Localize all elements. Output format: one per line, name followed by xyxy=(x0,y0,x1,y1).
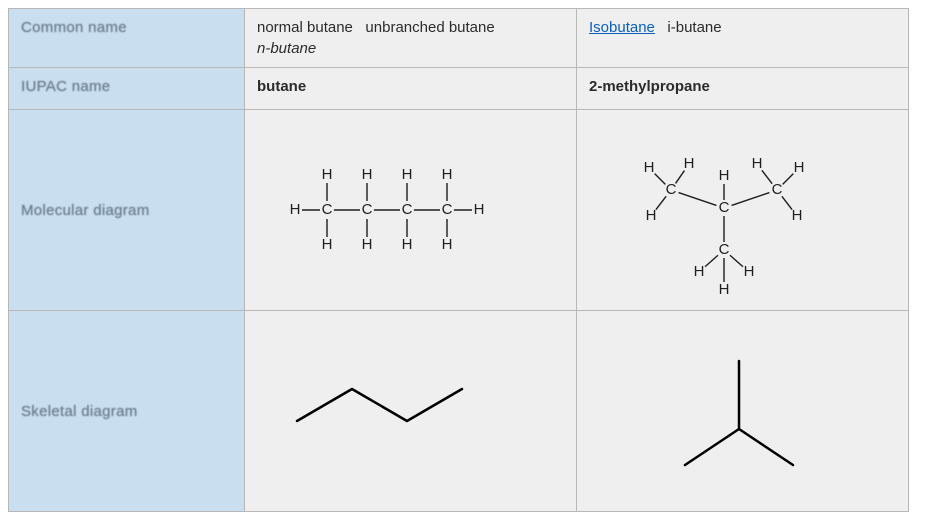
cell-common-name-isobutane: Isobutane i-butane xyxy=(577,9,909,68)
svg-text:C: C xyxy=(442,201,453,218)
row-label-common-name: Common name xyxy=(9,9,245,68)
row-common-name: Common name normal butane unbranched but… xyxy=(9,9,909,68)
cell-molecular-isobutane: CCCCHHHHHHHHHH xyxy=(577,110,909,311)
svg-text:H: H xyxy=(744,263,755,280)
svg-text:H: H xyxy=(290,201,301,218)
svg-text:H: H xyxy=(794,159,805,176)
svg-text:H: H xyxy=(752,155,763,172)
butane-structural-svg: C C C C H H H H H H H H H H xyxy=(257,120,527,290)
cell-common-name-butane: normal butane unbranched butane n-butane xyxy=(245,9,577,68)
row-label-skeletal: Skeletal diagram xyxy=(9,311,245,512)
svg-text:C: C xyxy=(666,181,677,198)
butane-common-2: unbranched butane xyxy=(365,19,494,36)
svg-text:H: H xyxy=(792,207,803,224)
svg-text:H: H xyxy=(402,166,413,183)
row-label-iupac: IUPAC name xyxy=(9,68,245,110)
cell-molecular-butane: C C C C H H H H H H H H H H xyxy=(245,110,577,311)
n-rest: -butane xyxy=(265,40,316,57)
isobutane-alt: i-butane xyxy=(667,19,721,36)
cell-skeletal-isobutane xyxy=(577,311,909,512)
svg-text:C: C xyxy=(362,201,373,218)
cell-iupac-butane: butane xyxy=(245,68,577,110)
row-skeletal-diagram: Skeletal diagram xyxy=(9,311,909,512)
butane-skeletal-svg xyxy=(257,321,527,491)
row-molecular-diagram: Molecular diagram CCCCHHHHHHHHHH CCCCHHH… xyxy=(9,110,909,311)
svg-text:C: C xyxy=(402,201,413,218)
row-label-molecular: Molecular diagram xyxy=(9,110,245,311)
label-text: IUPAC name xyxy=(21,78,110,95)
label-text: Skeletal diagram xyxy=(21,403,138,420)
svg-text:H: H xyxy=(646,207,657,224)
svg-text:H: H xyxy=(322,166,333,183)
cell-skeletal-butane xyxy=(245,311,577,512)
svg-text:H: H xyxy=(442,166,453,183)
svg-text:H: H xyxy=(362,236,373,253)
svg-text:H: H xyxy=(322,236,333,253)
svg-text:H: H xyxy=(474,201,485,218)
isobutane-link[interactable]: Isobutane xyxy=(589,19,655,36)
isobutane-skeletal-svg xyxy=(589,321,859,501)
svg-text:H: H xyxy=(644,159,655,176)
cell-iupac-isobutane: 2-methylpropane xyxy=(577,68,909,110)
butane-common-1: normal butane xyxy=(257,19,353,36)
row-iupac-name: IUPAC name butane 2-methylpropane xyxy=(9,68,909,110)
svg-text:H: H xyxy=(694,263,705,280)
label-text: Molecular diagram xyxy=(21,202,149,219)
svg-text:C: C xyxy=(322,201,333,218)
svg-text:C: C xyxy=(719,199,730,216)
svg-text:C: C xyxy=(719,241,730,258)
svg-text:H: H xyxy=(719,281,730,298)
svg-text:H: H xyxy=(402,236,413,253)
label-text: Common name xyxy=(21,19,127,36)
svg-text:C: C xyxy=(772,181,783,198)
butane-common-sub: n-butane xyxy=(257,40,564,57)
svg-text:H: H xyxy=(719,167,730,184)
svg-text:H: H xyxy=(442,236,453,253)
comparison-table: Common name normal butane unbranched but… xyxy=(8,8,909,512)
svg-text:H: H xyxy=(684,155,695,172)
isobutane-structural-svg: CCCCHHHHHHHHHH xyxy=(589,120,859,300)
svg-text:H: H xyxy=(362,166,373,183)
